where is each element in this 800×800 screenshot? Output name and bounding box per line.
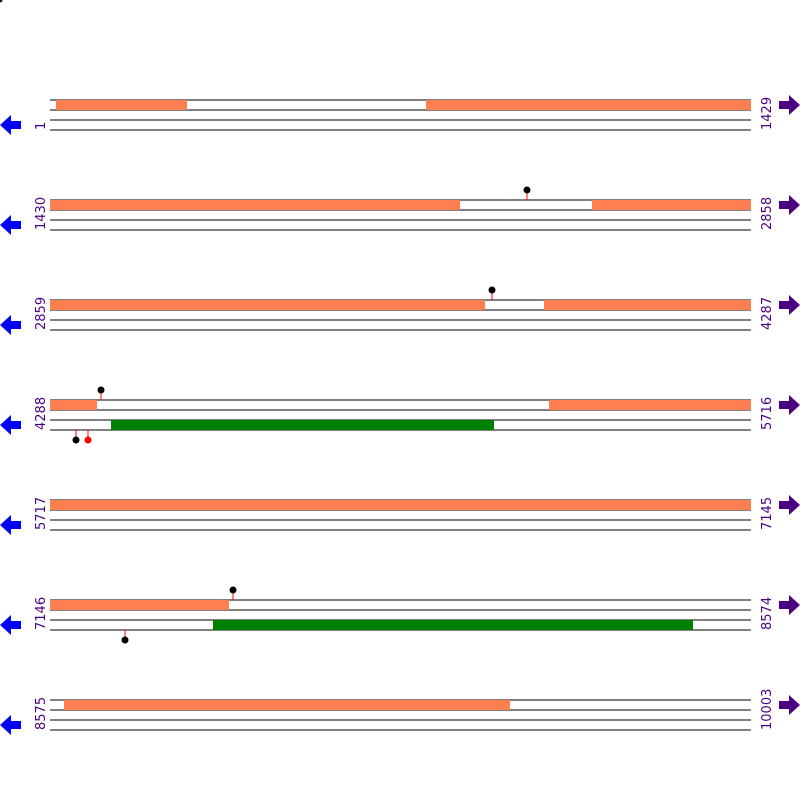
row-start-label: 8575 <box>34 697 49 730</box>
row-end-label: 7145 <box>760 497 775 530</box>
forward-orf-bar <box>50 300 485 310</box>
forward-orf-bar <box>50 400 97 410</box>
sequence-row: 7146 8574 <box>0 586 800 644</box>
forward-orf-bar <box>50 500 751 510</box>
forward-orf-bar <box>549 400 751 410</box>
site-marker <box>488 286 496 294</box>
sequence-row: 1 1429 <box>0 95 800 135</box>
row-start-label: 5717 <box>34 497 49 530</box>
arrow-left-icon <box>0 215 21 235</box>
row-end-label: 1429 <box>760 97 775 130</box>
site-marker <box>523 186 531 194</box>
arrow-right-icon <box>779 695 800 715</box>
forward-orf-bar <box>426 100 751 110</box>
site-marker <box>97 386 105 394</box>
site-marker <box>72 436 80 444</box>
row-end-label: 10003 <box>760 689 775 730</box>
sequence-row: 4288 5716 <box>0 386 800 444</box>
forward-orf-bar <box>50 200 460 210</box>
reverse-gene-bar <box>111 420 494 430</box>
forward-orf-bar <box>50 600 229 610</box>
row-end-label: 2858 <box>760 197 775 230</box>
corner-dot <box>0 0 3 3</box>
row-end-label: 8574 <box>760 597 775 630</box>
arrow-right-icon <box>779 595 800 615</box>
forward-orf-bar <box>64 700 510 710</box>
arrow-left-icon <box>0 315 21 335</box>
arrow-left-icon <box>0 715 21 735</box>
sequence-row: 8575 10003 <box>0 689 800 735</box>
arrow-left-icon <box>0 615 21 635</box>
site-marker <box>84 436 92 444</box>
reverse-gene-bar <box>213 620 693 630</box>
forward-orf-bar <box>592 200 751 210</box>
arrow-right-icon <box>779 195 800 215</box>
site-marker <box>229 586 237 594</box>
forward-orf-bar <box>56 100 187 110</box>
arrow-right-icon <box>779 295 800 315</box>
row-start-label: 2859 <box>34 297 49 330</box>
row-end-label: 5716 <box>760 397 775 430</box>
row-start-label: 1 <box>34 122 49 130</box>
sequence-row: 2859 4287 <box>0 286 800 335</box>
arrow-right-icon <box>779 95 800 115</box>
arrow-left-icon <box>0 415 21 435</box>
arrow-left-icon <box>0 115 21 135</box>
row-start-label: 7146 <box>34 597 49 630</box>
site-marker <box>121 636 129 644</box>
arrow-right-icon <box>779 395 800 415</box>
forward-orf-bar <box>544 300 751 310</box>
sequence-row: 5717 7145 <box>0 495 800 535</box>
sequence-row: 1430 2858 <box>0 186 800 235</box>
arrow-right-icon <box>779 495 800 515</box>
row-end-label: 4287 <box>760 297 775 330</box>
row-start-label: 1430 <box>34 197 49 230</box>
arrow-left-icon <box>0 515 21 535</box>
row-start-label: 4288 <box>34 397 49 430</box>
